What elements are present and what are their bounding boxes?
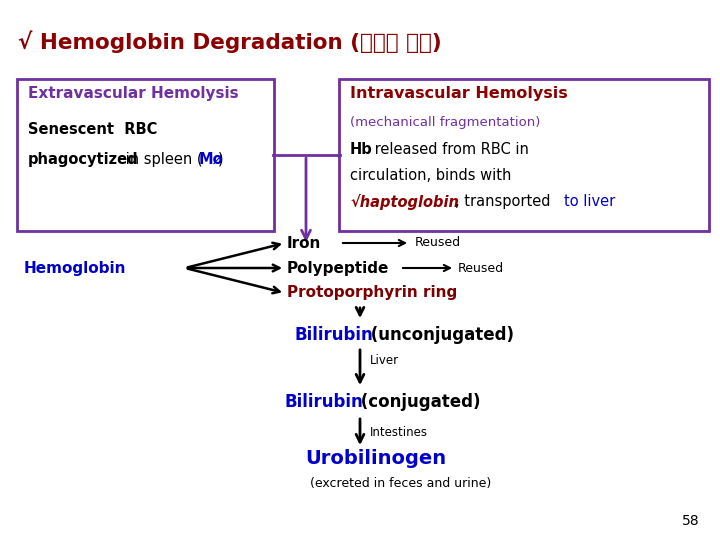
Text: Senescent  RBC: Senescent RBC bbox=[28, 122, 158, 137]
Text: √haptoglobin: √haptoglobin bbox=[350, 194, 459, 210]
Text: Reused: Reused bbox=[458, 261, 504, 274]
Text: Intravascular Hemolysis: Intravascular Hemolysis bbox=[350, 86, 568, 101]
Text: Reused: Reused bbox=[415, 237, 461, 249]
Text: Bilirubin: Bilirubin bbox=[295, 326, 374, 344]
FancyBboxPatch shape bbox=[17, 79, 274, 231]
Text: (unconjugated): (unconjugated) bbox=[365, 326, 514, 344]
Text: Protoporphyrin ring: Protoporphyrin ring bbox=[287, 286, 457, 300]
Text: in spleen (: in spleen ( bbox=[121, 152, 202, 167]
Text: released from RBC in: released from RBC in bbox=[370, 142, 529, 157]
Text: Polypeptide: Polypeptide bbox=[287, 260, 390, 275]
Text: (conjugated): (conjugated) bbox=[355, 393, 480, 411]
Text: Bilirubin: Bilirubin bbox=[285, 393, 364, 411]
Text: Hb: Hb bbox=[350, 142, 373, 157]
Text: Liver: Liver bbox=[370, 354, 399, 368]
Text: (mechanicall fragmentation): (mechanicall fragmentation) bbox=[350, 116, 541, 129]
Text: Urobilinogen: Urobilinogen bbox=[305, 449, 446, 468]
Text: circulation, binds with: circulation, binds with bbox=[350, 168, 511, 183]
Text: phagocytized: phagocytized bbox=[28, 152, 139, 167]
FancyBboxPatch shape bbox=[339, 79, 709, 231]
Text: Extravascular Hemolysis: Extravascular Hemolysis bbox=[28, 86, 238, 101]
Text: √ Hemoglobin Degradation (혜색소 분해): √ Hemoglobin Degradation (혜색소 분해) bbox=[18, 30, 442, 52]
Text: ): ) bbox=[218, 152, 224, 167]
Text: , transported: , transported bbox=[455, 194, 555, 209]
Text: (excreted in feces and urine): (excreted in feces and urine) bbox=[310, 476, 491, 489]
Text: 58: 58 bbox=[683, 514, 700, 528]
Text: Hemoglobin: Hemoglobin bbox=[24, 260, 126, 275]
Text: to liver: to liver bbox=[564, 194, 616, 209]
Text: Intestines: Intestines bbox=[370, 426, 428, 438]
Text: Iron: Iron bbox=[287, 235, 321, 251]
Text: Mø: Mø bbox=[199, 152, 224, 167]
